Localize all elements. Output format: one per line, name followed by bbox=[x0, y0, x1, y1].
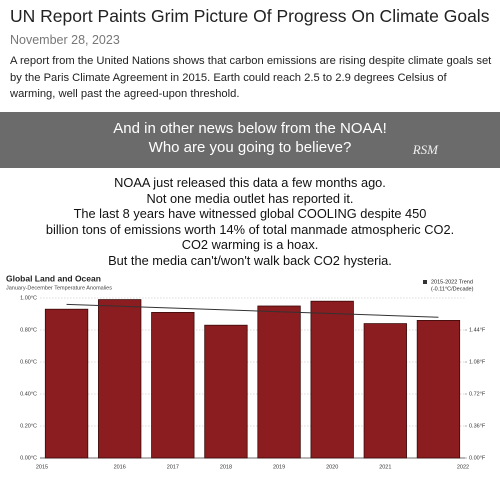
claim-line: CO2 warming is a hoax. bbox=[181, 237, 319, 253]
x-tick-label: 2018 bbox=[220, 464, 232, 470]
x-tick-label: 2021 bbox=[379, 464, 391, 470]
y-tick-label: 0.40°C bbox=[20, 391, 37, 397]
legend-swatch bbox=[423, 280, 427, 284]
chart-subtitle: January-December Temperature Anomalies bbox=[6, 285, 112, 291]
banner: And in other news below from the NOAA! W… bbox=[0, 112, 500, 168]
y-tick-label: 0.60°C bbox=[20, 359, 37, 365]
x-tick-label: 2019 bbox=[273, 464, 285, 470]
bar bbox=[310, 300, 354, 459]
y-tick-label: 0.80°C bbox=[20, 327, 37, 333]
claim-line: billion tons of emissions worth 14% of t… bbox=[45, 221, 455, 237]
y-tick-label: 1.00°C bbox=[20, 295, 37, 301]
claim-line: The last 8 years have witnessed global C… bbox=[73, 206, 427, 222]
bar bbox=[363, 323, 407, 459]
bar bbox=[44, 308, 89, 459]
x-tick-label: 2017 bbox=[167, 464, 179, 470]
trend-line bbox=[66, 303, 439, 318]
chart-title: Global Land and Ocean bbox=[6, 273, 101, 283]
signature: RSM bbox=[412, 142, 438, 157]
bar bbox=[204, 324, 248, 459]
y2-tick-label: 0.72°F bbox=[469, 391, 486, 397]
x-tick-label: 2020 bbox=[326, 464, 338, 470]
y2-tick-label: 1.08°F bbox=[469, 359, 486, 365]
y2-tick-label: 1.44°F bbox=[469, 327, 486, 333]
banner-line: And in other news below from the NOAA! bbox=[113, 120, 387, 137]
date: November 28, 2023 bbox=[10, 33, 120, 47]
y2-tick-label: 0.36°F bbox=[469, 423, 486, 429]
legend-rate: (-0.11°C/Decade) bbox=[431, 286, 474, 292]
paragraph: A report from the United Nations shows t… bbox=[10, 55, 492, 100]
y-tick-label: 0.20°C bbox=[20, 423, 37, 429]
headline: UN Report Paints Grim Picture Of Progres… bbox=[10, 6, 490, 26]
claims: NOAA just released this data a few month… bbox=[0, 175, 500, 269]
legend-label: 2015-2022 Trend bbox=[431, 279, 473, 285]
banner-line: Who are you going to believe? bbox=[148, 139, 352, 156]
x-tick-label: 2022 bbox=[457, 464, 469, 470]
chart: Global Land and Ocean January-December T… bbox=[6, 273, 486, 470]
bar bbox=[257, 305, 301, 459]
bar bbox=[151, 312, 195, 459]
bar bbox=[98, 299, 142, 459]
x-tick-label: 2015 bbox=[36, 464, 48, 470]
y2-tick-label: 0.00°F bbox=[469, 455, 486, 461]
bar bbox=[416, 320, 461, 459]
claim-line: NOAA just released this data a few month… bbox=[114, 175, 386, 190]
claim-line: Not one media outlet has reported it. bbox=[146, 190, 354, 206]
claim-line: But the media can't/won't walk back CO2 … bbox=[108, 252, 392, 268]
y-tick-label: 0.00°C bbox=[20, 455, 37, 461]
x-tick-label: 2016 bbox=[114, 464, 126, 470]
